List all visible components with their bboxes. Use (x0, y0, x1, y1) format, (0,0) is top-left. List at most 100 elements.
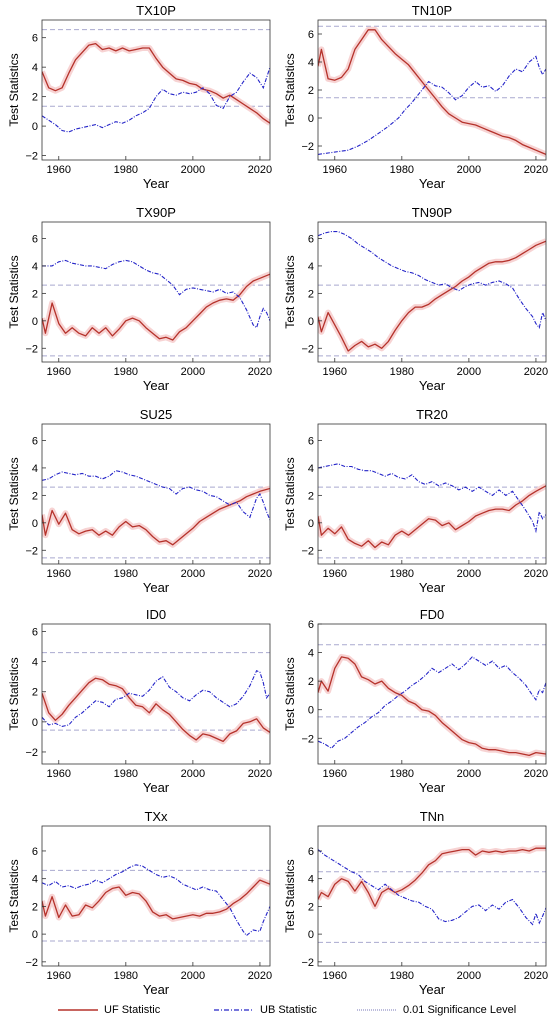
x-axis-label-tr20: Year (419, 580, 446, 595)
y-tick-label-tx10p-4: 4 (32, 62, 38, 74)
ub-line-su25 (42, 470, 270, 521)
y-tick-label-tnn--2: −2 (301, 957, 314, 969)
x-tick-label-tn90p-2020: 2020 (524, 366, 548, 378)
panel-su25: 1960 1980 2000 2020 −2 0 2 4 6 SU25 Year Test Stati… (7, 407, 272, 595)
panel-txx: 1960 1980 2000 2020 −2 0 2 4 6 TXx Year Test Statis… (7, 809, 272, 997)
uf-line-tn10p (318, 29, 546, 156)
y-tick-label-tnn-0: 0 (308, 929, 314, 941)
uf-halo-tn90p (318, 238, 546, 354)
x-tick-label-tr20-2020: 2020 (524, 568, 548, 580)
x-axis-label-tx90p: Year (143, 378, 170, 393)
y-axis-label-tn90p: Test Statistics (283, 255, 297, 328)
chart-title-tnn: TNn (420, 809, 445, 824)
x-tick-label-tn10p-2020: 2020 (524, 164, 548, 176)
y-axis-label-tx90p: Test Statistics (7, 255, 21, 328)
y-tick-label-tx90p-4: 4 (32, 261, 38, 273)
y-tick-label-tnn-2: 2 (308, 901, 314, 913)
y-tick-label-fd0-2: 2 (308, 676, 314, 688)
x-tick-label-id0-1960: 1960 (47, 768, 71, 780)
plot-frame-tr20 (317, 423, 547, 565)
x-tick-label-su25-1960: 1960 (47, 568, 71, 580)
x-tick-label-su25-2020: 2020 (248, 568, 272, 580)
x-tick-label-tx10p-2020: 2020 (248, 164, 272, 176)
x-tick-label-id0-2020: 2020 (248, 768, 272, 780)
legend-swatch-ub (214, 1009, 254, 1011)
y-tick-label-fd0-0: 0 (308, 705, 314, 717)
y-tick-label-tn90p--2: −2 (301, 343, 314, 355)
y-axis-label-tn10p: Test Statistics (283, 53, 297, 126)
ub-line-tn10p (318, 55, 546, 155)
y-tick-label-txx--2: −2 (25, 957, 38, 969)
x-tick-label-tnn-1980: 1980 (390, 970, 414, 982)
legend-swatch-sig (357, 1009, 397, 1011)
x-tick-label-fd0-1980: 1980 (390, 768, 414, 780)
uf-line-su25 (42, 487, 270, 546)
x-tick-label-tx90p-1980: 1980 (114, 366, 138, 378)
plot-frame-tnn (317, 825, 547, 967)
y-tick-label-fd0--2: −2 (301, 733, 314, 745)
y-axis-label-tr20: Test Statistics (283, 457, 297, 530)
ub-line-tx10p (42, 67, 270, 133)
chart-title-tx10p: TX10P (136, 3, 176, 18)
plot-frame-id0 (41, 623, 271, 765)
panel-tr20: 1960 1980 2000 2020 −2 0 2 4 6 TR20 Year Test Stati… (283, 407, 548, 595)
uf-halo-su25 (42, 485, 270, 548)
legend-item-sig: 0.01 Significance Level (357, 1004, 516, 1016)
y-axis-label-tnn: Test Statistics (283, 859, 297, 932)
x-axis-label-tn10p: Year (419, 176, 446, 191)
panel-tn90p: 1960 1980 2000 2020 −2 0 2 4 6 TN90P Year Test Stat… (283, 205, 548, 393)
y-tick-label-tx90p-6: 6 (32, 233, 38, 245)
y-tick-label-su25--2: −2 (25, 545, 38, 557)
y-tick-label-tnn-6: 6 (308, 846, 314, 858)
y-tick-label-tr20-4: 4 (308, 463, 314, 475)
ub-line-tr20 (318, 463, 546, 534)
y-tick-label-tx90p--2: −2 (25, 343, 38, 355)
x-tick-label-fd0-1960: 1960 (323, 768, 347, 780)
x-axis-label-id0: Year (143, 780, 170, 795)
panel-tx10p: 1960 1980 2000 2020 −2 0 2 4 6 TX10P Year Test Stat… (7, 3, 272, 191)
x-tick-label-tn10p-1980: 1980 (390, 164, 414, 176)
y-axis-label-fd0: Test Statistics (283, 657, 297, 730)
x-tick-label-tn90p-1960: 1960 (323, 366, 347, 378)
y-tick-label-id0-4: 4 (32, 657, 38, 669)
uf-line-txx (42, 879, 270, 920)
y-tick-label-tr20-6: 6 (308, 435, 314, 447)
x-axis-label-fd0: Year (419, 780, 446, 795)
y-tick-label-txx-2: 2 (32, 901, 38, 913)
panel-tnn: 1960 1980 2000 2020 −2 0 2 4 6 TNn Year Test Statis… (283, 809, 548, 997)
y-tick-label-id0-6: 6 (32, 627, 38, 639)
x-tick-label-id0-1980: 1980 (114, 768, 138, 780)
uf-line-tx10p (42, 42, 270, 124)
y-tick-label-su25-6: 6 (32, 435, 38, 447)
plot-frame-txx (41, 825, 271, 967)
uf-halo-tnn (318, 845, 546, 910)
x-tick-label-txx-2000: 2000 (181, 970, 205, 982)
uf-line-tx90p (42, 273, 270, 341)
y-tick-label-txx-6: 6 (32, 846, 38, 858)
x-axis-label-tnn: Year (419, 982, 446, 997)
plot-frame-tx10p (41, 19, 271, 161)
y-axis-label-id0: Test Statistics (7, 657, 21, 730)
chart-title-tr20: TR20 (416, 407, 448, 422)
y-tick-label-tx90p-0: 0 (32, 316, 38, 328)
x-tick-label-tn90p-2000: 2000 (457, 366, 481, 378)
y-tick-label-su25-2: 2 (32, 490, 38, 502)
y-tick-label-id0-2: 2 (32, 687, 38, 699)
y-tick-label-tnn-4: 4 (308, 874, 314, 886)
legend-item-uf: UF Statistic (58, 1004, 160, 1016)
x-tick-label-tx10p-2000: 2000 (181, 164, 205, 176)
uf-line-tr20 (318, 485, 546, 549)
y-tick-label-su25-4: 4 (32, 463, 38, 475)
x-tick-label-tr20-1980: 1980 (390, 568, 414, 580)
x-tick-label-tn10p-2000: 2000 (457, 164, 481, 176)
y-tick-label-tx10p-6: 6 (32, 33, 38, 45)
y-tick-label-tn10p-0: 0 (308, 113, 314, 125)
uf-line-tnn (318, 847, 546, 908)
y-tick-label-tn10p--2: −2 (301, 141, 314, 153)
x-tick-label-txx-1980: 1980 (114, 970, 138, 982)
chart-title-tx90p: TX90P (136, 205, 176, 220)
y-axis-label-txx: Test Statistics (7, 859, 21, 932)
legend-label-ub: UB Statistic (260, 1004, 317, 1016)
y-tick-label-txx-4: 4 (32, 874, 38, 886)
